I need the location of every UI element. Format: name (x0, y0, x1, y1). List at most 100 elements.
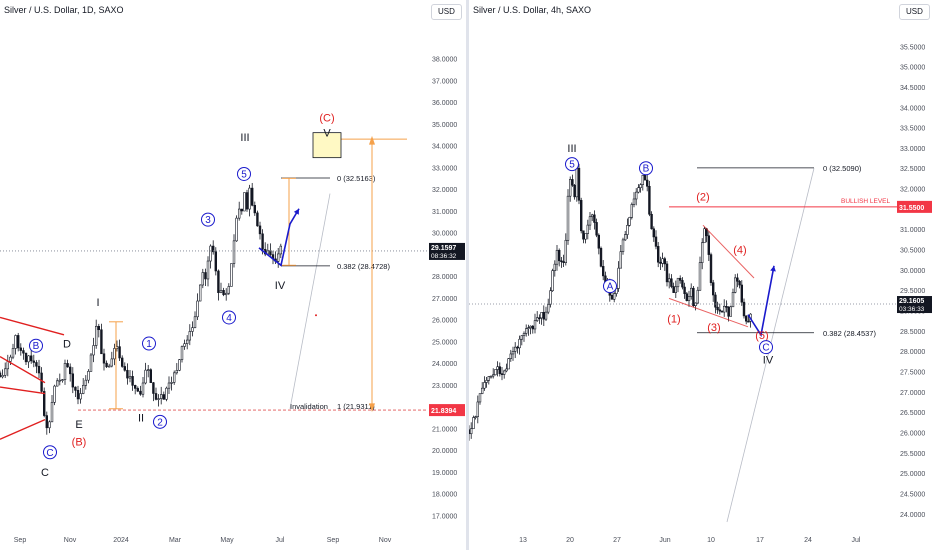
y-tick-label: 33.0000 (432, 165, 457, 172)
wave-label: (5) (755, 330, 768, 342)
daily-chart-canvas[interactable]: 38.0000 37.0000 36.0000 35.0000 34.0000 33.00… (0, 0, 467, 550)
candle-body (637, 187, 640, 193)
candle-body (48, 421, 51, 429)
candle-body (481, 387, 484, 394)
candle-body (37, 365, 41, 374)
candle-body (178, 359, 181, 371)
candle-body (599, 247, 603, 267)
currency-button[interactable]: USD (431, 4, 462, 20)
candle-body (505, 368, 508, 372)
y-tick-label: 27.0000 (900, 390, 925, 397)
candle-body (149, 369, 152, 383)
candle-body (542, 312, 546, 320)
y-tick-label: 24.0000 (432, 361, 457, 368)
chart-panel-daily[interactable]: Silver / U.S. Dollar, 1D, SAXO USD 38.00… (0, 0, 467, 550)
candle-body (251, 187, 254, 206)
candle-body (110, 358, 114, 367)
candle-body (582, 230, 585, 240)
candle-body (209, 245, 212, 262)
candle-body (553, 263, 557, 271)
candle-body (193, 316, 197, 328)
candle-body (243, 192, 246, 212)
wave-label: II (138, 412, 144, 424)
chart-panel-4h[interactable]: Silver / U.S. Dollar, 4h, SAXO USD 35.50… (469, 0, 932, 550)
candle-body (610, 294, 614, 300)
candle-body (22, 350, 25, 354)
projection-arrow-icon (770, 265, 776, 272)
wave-label: 2 (157, 417, 163, 428)
candle-body (258, 225, 262, 235)
candle-body (502, 370, 506, 375)
candle-body (696, 289, 699, 304)
candle-body (253, 205, 256, 214)
4h-chart-canvas[interactable]: 35.5000 35.0000 34.5000 34.0000 33.5000 33.00… (469, 0, 932, 550)
wave-label: (C) (319, 112, 334, 124)
wave-label: 1 (146, 339, 152, 350)
wave-circle (153, 414, 167, 429)
candle-body (624, 234, 627, 241)
wave-circle (237, 166, 251, 181)
candle-body (136, 388, 139, 392)
candle-body (126, 369, 129, 379)
wave-circle (639, 161, 653, 176)
x-tick-label: 17 (756, 537, 764, 544)
candle-body (496, 366, 499, 370)
candle-body (650, 213, 653, 230)
wave-label: C (46, 448, 53, 459)
x-tick-label: 10 (707, 537, 715, 544)
candle-body (547, 304, 550, 313)
wave-label: B (643, 164, 650, 175)
invalidation-price-label: 21.8394 (431, 408, 456, 415)
candle-body (690, 287, 693, 297)
candle-body (560, 260, 563, 263)
candle-body (76, 390, 80, 400)
candle-body (53, 385, 56, 403)
candle-body (144, 369, 147, 384)
candle-body (516, 346, 519, 349)
candle-body (100, 329, 103, 355)
candle-body (674, 286, 677, 293)
candle-body (92, 345, 95, 356)
candle-body (687, 296, 691, 301)
x-tick-label: 20 (566, 537, 574, 544)
wave-label: (4) (733, 245, 746, 257)
wave-circle (603, 279, 617, 294)
candle-body (703, 228, 706, 244)
candle-body (725, 305, 728, 308)
candle-body (219, 290, 223, 293)
candle-body (261, 233, 264, 250)
y-tick-label: 30.0000 (432, 231, 457, 238)
candle-body (118, 346, 121, 359)
fib-label-0: 0 (32.5163) (337, 174, 376, 183)
candle-body (522, 333, 526, 337)
wave-label: 3 (205, 215, 211, 226)
wave-circle (201, 212, 215, 227)
candle-body (558, 249, 561, 262)
candle-body (500, 373, 504, 375)
y-tick-label: 26.0000 (900, 431, 925, 438)
candle-body (659, 261, 662, 264)
candle-body (217, 270, 220, 293)
candle-body (235, 217, 238, 242)
current-price-label-bg (897, 296, 932, 314)
candle-body (619, 251, 622, 269)
fib-label-382: 0.382 (28.4728) (337, 262, 390, 271)
y-tick-label: 28.0000 (432, 274, 457, 281)
y-tick-label: 32.0000 (432, 187, 457, 194)
candle-body (14, 335, 17, 349)
wave-label: I (96, 297, 99, 309)
candle-body (742, 301, 746, 317)
y-tick-label: 32.0000 (900, 187, 925, 194)
candle-body (712, 282, 715, 296)
candle-body (131, 376, 134, 386)
candle-body (487, 376, 490, 381)
y-tick-label: 38.0000 (432, 57, 457, 64)
candle-body (681, 280, 684, 288)
candle-body (670, 278, 673, 287)
x-tick-label: Jul (852, 537, 861, 544)
bullish-level-text: BULLISH LEVEL (841, 198, 891, 205)
candle-body (577, 167, 581, 201)
panel-divider[interactable] (466, 0, 469, 550)
candle-body (84, 379, 88, 386)
currency-button[interactable]: USD (899, 4, 930, 20)
